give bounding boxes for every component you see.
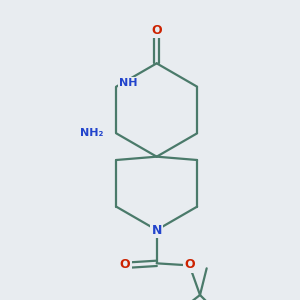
Text: O: O	[120, 259, 130, 272]
Text: O: O	[184, 259, 195, 272]
Text: N: N	[152, 224, 162, 236]
Text: O: O	[152, 23, 162, 37]
Text: NH₂: NH₂	[80, 128, 103, 138]
Text: NH: NH	[119, 78, 137, 88]
